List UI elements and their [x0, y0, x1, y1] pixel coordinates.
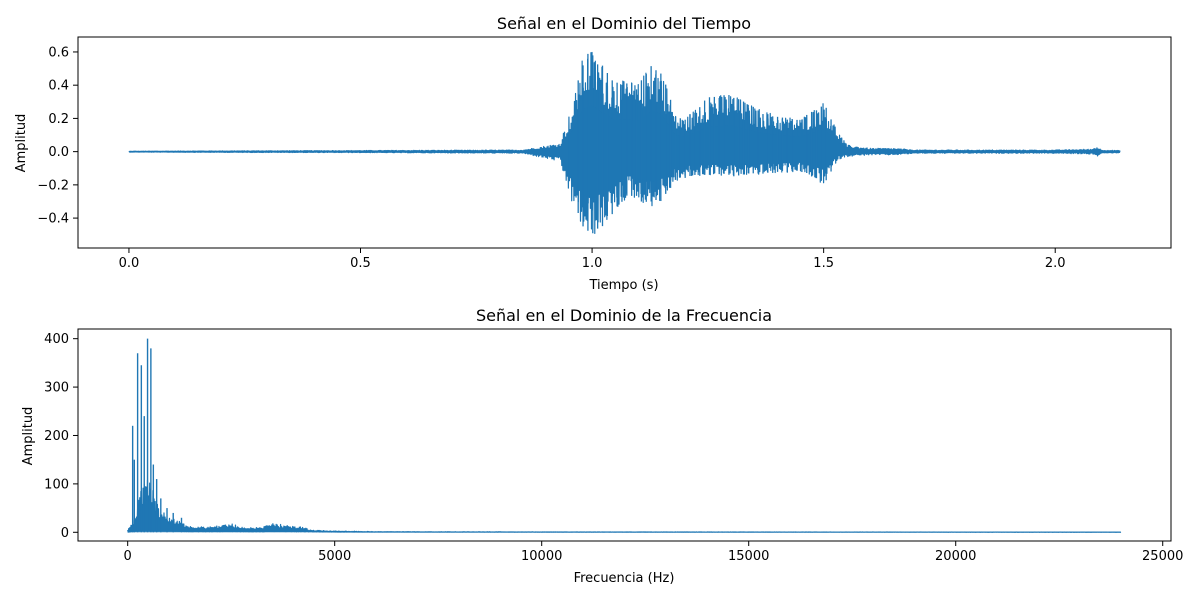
frequency-chart-x-axis-label: Frecuencia (Hz): [574, 571, 675, 586]
frequency-chart-y-axis-label: Amplitud: [21, 407, 36, 466]
time-chart-title: Señal en el Dominio del Tiempo: [497, 14, 751, 33]
y-tick-label: −0.2: [37, 178, 69, 193]
x-tick-label: 15000: [728, 549, 769, 564]
x-tick-label: 20000: [935, 549, 976, 564]
y-tick-label: 0.6: [48, 45, 69, 60]
time-chart-plot-area: [128, 51, 1121, 235]
x-tick-label: 2.0: [1045, 256, 1066, 271]
x-tick-label: 25000: [1142, 549, 1183, 564]
frequency-chart-x-ticks: 0 5000 10000 15000 20000 25000: [124, 541, 1183, 564]
time-domain-chart: Señal en el Dominio del Tiempo 0.0 0.5 1.0…: [14, 14, 1172, 293]
y-tick-label: 0: [61, 526, 69, 541]
x-tick-label: 0: [124, 549, 132, 564]
time-chart-x-axis-label: Tiempo (s): [588, 278, 658, 293]
waveform-core: [568, 105, 845, 199]
y-tick-label: 400: [44, 332, 69, 347]
x-tick-label: 0.0: [119, 256, 140, 271]
frequency-chart-title: Señal en el Dominio de la Frecuencia: [476, 306, 772, 325]
spectrum-core: [127, 498, 194, 533]
x-tick-label: 10000: [521, 549, 562, 564]
series-line: [128, 51, 1121, 235]
y-tick-label: 300: [44, 381, 69, 396]
time-chart-x-ticks: 0.0 0.5 1.0 1.5 2.0: [119, 248, 1066, 271]
time-chart-frame: [77, 36, 1172, 249]
x-tick-label: 1.5: [813, 256, 834, 271]
y-tick-label: 0.4: [48, 79, 69, 94]
x-tick-label: 0.5: [350, 256, 371, 271]
y-tick-label: 100: [44, 477, 69, 492]
y-tick-label: 0.2: [48, 112, 69, 127]
x-tick-label: 1.0: [582, 256, 603, 271]
frequency-domain-chart: Señal en el Dominio de la Frecuencia 0 50…: [21, 306, 1183, 586]
frequency-chart-plot-area: [127, 338, 1122, 533]
y-tick-label: 0.0: [48, 145, 69, 160]
y-tick-label: 200: [44, 429, 69, 444]
series-line: [127, 479, 1122, 533]
y-tick-label: −0.4: [37, 212, 69, 227]
time-chart-y-ticks: −0.4 −0.2 0.0 0.2 0.4 0.6: [37, 45, 78, 227]
frequency-chart-y-ticks: 0 100 200 300 400: [44, 332, 78, 541]
time-chart-y-axis-label: Amplitud: [14, 114, 29, 173]
x-tick-label: 5000: [318, 549, 351, 564]
